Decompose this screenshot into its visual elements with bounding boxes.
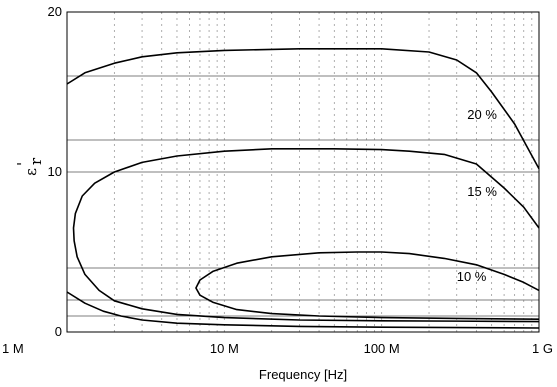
curve-label: 20 % <box>467 107 497 122</box>
y-tick-label: 0 <box>55 324 62 339</box>
horizontal-gridlines <box>67 75 539 317</box>
x-tick-label: 1 G <box>532 341 553 356</box>
series-line-2 <box>72 148 540 323</box>
y-axis-title: ε ' r <box>14 157 45 176</box>
x-tick-label: 100 M <box>364 341 400 356</box>
y-tick-label: 10 <box>48 164 62 179</box>
y-axis-title-symbol: ε <box>22 168 40 176</box>
x-tick-label: 10 M <box>210 341 239 356</box>
plot-frame <box>66 11 540 333</box>
series-layer <box>66 47 540 329</box>
x-tick-labels: 1 M 10 M 100 M 1 G <box>2 341 553 356</box>
y-tick-label: 20 <box>48 4 62 19</box>
series-line-3 <box>195 251 540 320</box>
y-axis-title-subscript: r <box>27 157 45 165</box>
series-line-4 <box>66 291 540 329</box>
x-tick-label: 1 M <box>2 341 24 356</box>
annotations: 20 % 15 % 10 % <box>457 107 498 284</box>
y-tick-labels: 0 10 20 <box>48 4 62 339</box>
x-axis-title: Frequency [Hz] <box>259 367 347 382</box>
y-axis-title-prime: ' <box>14 162 32 166</box>
curve-label: 15 % <box>467 184 497 199</box>
series-line-1 <box>66 47 540 170</box>
curve-label: 10 % <box>457 269 487 284</box>
